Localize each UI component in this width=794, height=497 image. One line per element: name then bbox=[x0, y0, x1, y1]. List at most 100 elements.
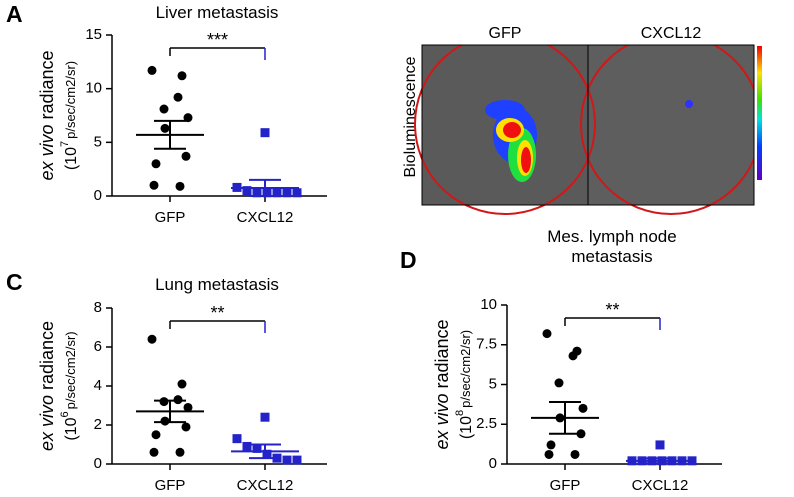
y-axis-label: ex vivo radiance bbox=[432, 319, 452, 449]
data-point bbox=[151, 430, 161, 440]
data-point bbox=[175, 181, 185, 191]
data-point bbox=[578, 403, 588, 413]
y-tick-label: 10 bbox=[480, 296, 497, 313]
data-point bbox=[147, 334, 157, 344]
mask bbox=[0, 0, 794, 45]
unit-suffix: p/sec/cm2/sr) bbox=[63, 331, 78, 409]
bioluminescence-image: B Bioluminescence GFP CXCL12 bbox=[0, 0, 794, 215]
y-axis-label-text: radiance bbox=[37, 321, 57, 390]
data-point bbox=[260, 412, 270, 422]
data-point bbox=[282, 455, 292, 465]
data-point bbox=[252, 443, 262, 453]
y-axis-label-italic: ex vivo bbox=[37, 125, 57, 181]
data-point bbox=[262, 449, 272, 459]
data-point bbox=[546, 440, 556, 450]
y-tick-label: 2.5 bbox=[476, 415, 497, 432]
y-tick-label: 15 bbox=[85, 26, 102, 43]
data-point bbox=[542, 329, 552, 339]
panel-letter: C bbox=[6, 269, 23, 295]
y-axis-label-italic: ex vivo bbox=[432, 394, 452, 450]
side-label: Bioluminescence bbox=[402, 56, 419, 177]
chart-title: Mes. lymph node bbox=[547, 227, 676, 246]
data-point bbox=[181, 422, 191, 432]
data-point bbox=[282, 188, 292, 198]
data-point bbox=[149, 180, 159, 190]
data-point bbox=[252, 188, 262, 198]
data-point bbox=[232, 434, 242, 444]
data-point bbox=[292, 188, 302, 198]
unit-exponent: 6 bbox=[59, 411, 71, 417]
image-label: CXCL12 bbox=[641, 25, 702, 42]
data-point bbox=[173, 92, 183, 102]
x-tick-label: CXCL12 bbox=[237, 209, 294, 226]
data-point bbox=[260, 128, 270, 138]
y-axis-label: ex vivo radiance bbox=[37, 50, 57, 180]
unit-prefix: (10 bbox=[63, 147, 80, 170]
data-point bbox=[554, 378, 564, 388]
y-axis-label-text: radiance bbox=[37, 50, 57, 119]
y-tick-label: 6 bbox=[94, 338, 102, 355]
x-tick-label: GFP bbox=[155, 209, 186, 226]
data-point bbox=[272, 188, 282, 198]
image-label: GFP bbox=[489, 25, 522, 42]
well-cxcl12 bbox=[587, 44, 755, 206]
y-tick-label: 10 bbox=[85, 80, 102, 97]
significance: ** bbox=[210, 303, 224, 323]
y-tick-label: 7.5 bbox=[476, 336, 497, 353]
data-point bbox=[149, 447, 159, 457]
data-point bbox=[181, 151, 191, 161]
y-axis-label-italic: ex vivo bbox=[37, 395, 57, 451]
data-point bbox=[147, 65, 157, 75]
x-tick-label: CXCL12 bbox=[237, 477, 294, 494]
data-point bbox=[242, 441, 252, 451]
y-tick-label: 0 bbox=[489, 455, 497, 472]
data-point bbox=[242, 186, 252, 196]
data-point bbox=[151, 159, 161, 169]
data-point bbox=[177, 379, 187, 389]
data-point bbox=[175, 447, 185, 457]
significance: *** bbox=[207, 30, 228, 50]
data-point bbox=[177, 71, 187, 81]
unit-suffix: p/sec/cm2/sr) bbox=[458, 330, 473, 408]
unit-prefix: (10 bbox=[63, 417, 80, 440]
chart-title: Liver metastasis bbox=[156, 3, 279, 22]
panel-letter: D bbox=[400, 247, 417, 273]
unit-exponent: 8 bbox=[454, 410, 466, 416]
data-point bbox=[655, 440, 665, 450]
y-tick-label: 0 bbox=[94, 187, 102, 204]
significance: ** bbox=[605, 300, 619, 320]
y-axis-unit: (108 p/sec/cm2/sr) bbox=[454, 330, 475, 439]
x-tick-label: GFP bbox=[550, 477, 581, 494]
unit-suffix: p/sec/cm2/sr) bbox=[63, 61, 78, 139]
y-axis-label-text: radiance bbox=[432, 319, 452, 388]
x-tick-label: GFP bbox=[155, 477, 186, 494]
unit-prefix: (10 bbox=[458, 416, 475, 439]
y-tick-label: 4 bbox=[94, 377, 102, 394]
unit-exponent: 7 bbox=[59, 141, 71, 147]
dot-plot: A Liver metastasis ex vivo radiance (107 p/se… bbox=[6, 1, 327, 226]
data-point bbox=[568, 351, 578, 361]
data-point bbox=[262, 188, 272, 198]
colorbar bbox=[757, 46, 762, 180]
x-tick-label: CXCL12 bbox=[632, 477, 689, 494]
y-tick-label: 0 bbox=[94, 455, 102, 472]
y-tick-label: 8 bbox=[94, 299, 102, 316]
data-point bbox=[292, 455, 302, 465]
data-point bbox=[159, 104, 169, 114]
y-axis-unit: (106 p/sec/cm2/sr) bbox=[59, 331, 80, 440]
data-point bbox=[570, 449, 580, 459]
panel-letter: A bbox=[6, 1, 23, 27]
data-point bbox=[544, 449, 554, 459]
data-point bbox=[183, 402, 193, 412]
y-tick-label: 2 bbox=[94, 416, 102, 433]
y-tick-label: 5 bbox=[94, 133, 102, 150]
signal bbox=[485, 100, 693, 182]
y-axis-unit: (107 p/sec/cm2/sr) bbox=[59, 61, 80, 170]
chart-title: Lung metastasis bbox=[155, 275, 279, 294]
y-tick-label: 5 bbox=[489, 375, 497, 392]
y-axis-label: ex vivo radiance bbox=[37, 321, 57, 451]
chart-title: metastasis bbox=[571, 247, 652, 266]
